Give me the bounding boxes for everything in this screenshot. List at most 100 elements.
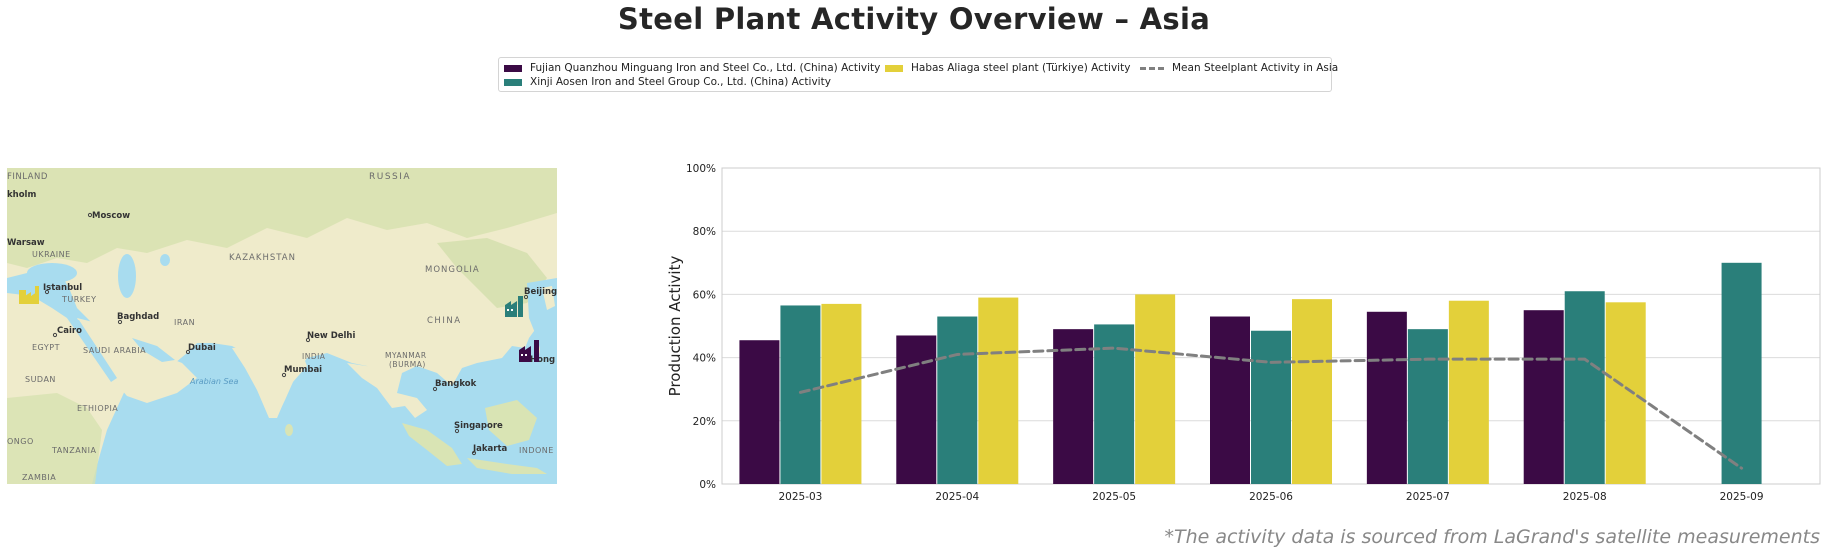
map-city-label: Istanbul xyxy=(43,283,82,293)
x-tick-label: 2025-07 xyxy=(1406,491,1450,503)
map-label: INDIA xyxy=(302,352,326,361)
map-city-label: Dubai xyxy=(188,343,216,353)
bar-2025-05-s1 xyxy=(1094,324,1135,484)
map-label: INDONE xyxy=(519,446,554,455)
map-city-label: Singapore xyxy=(454,421,503,431)
y-tick-label: 80% xyxy=(693,226,716,238)
x-tick-label: 2025-08 xyxy=(1563,491,1607,503)
map-label: FINLAND xyxy=(7,172,48,182)
y-tick-label: 60% xyxy=(693,289,716,301)
map-label: KAZAKHSTAN xyxy=(229,253,296,263)
map-mediterranean xyxy=(7,278,62,300)
legend-swatch-mean xyxy=(1140,66,1164,70)
map-city-dot xyxy=(523,294,529,300)
map-label: SUDAN xyxy=(25,375,56,384)
map-caspian-sea xyxy=(118,254,136,298)
map-landmass-java xyxy=(467,458,547,474)
chart-legend: Fujian Quanzhou Minguang Iron and Steel … xyxy=(498,57,1338,92)
map-city-label: kholm xyxy=(7,190,36,200)
chart-title: Steel Plant Activity Overview – Asia xyxy=(617,2,1211,36)
legend-label-xinji: Xinji Aosen Iron and Steel Group Co., Lt… xyxy=(530,76,831,88)
x-tick-label: 2025-03 xyxy=(778,491,822,503)
map-city-label: Beijing xyxy=(524,287,557,297)
map-forest-patch xyxy=(437,238,547,308)
map-label: RUSSIA xyxy=(369,172,411,182)
bar-2025-03-s1 xyxy=(780,305,821,484)
y-tick-label: 40% xyxy=(693,353,716,365)
map-label: ONGO xyxy=(7,437,34,446)
y-axis-label: Production Activity xyxy=(666,256,684,397)
map-city-label: Mumbai xyxy=(284,365,322,375)
map-city-dot xyxy=(432,386,438,392)
asia-map: FINLAND RUSSIA UKRAINE KAZAKHSTAN MONGOL… xyxy=(7,168,557,484)
map-city-dot xyxy=(305,337,311,343)
map-city-dot xyxy=(454,428,460,434)
bar-2025-04-s0 xyxy=(896,335,937,484)
y-tick-label: 20% xyxy=(693,416,716,428)
bar-2025-08-s0 xyxy=(1523,310,1564,484)
map-label: (BURMA) xyxy=(389,360,426,369)
bar-2025-07-s2 xyxy=(1448,300,1489,484)
map-label: MYANMAR xyxy=(385,351,427,360)
map-label: EGYPT xyxy=(32,343,60,352)
legend-item-habas: Habas Aliaga steel plant (Türkiye) Activ… xyxy=(885,61,1130,75)
footnote: *The activity data is sourced from LaGra… xyxy=(1164,526,1820,548)
map-forest-north xyxy=(7,168,557,268)
legend-swatch-xinji xyxy=(504,78,522,86)
legend-item-xinji: Xinji Aosen Iron and Steel Group Co., Lt… xyxy=(504,75,831,89)
bar-2025-08-s2 xyxy=(1605,302,1646,484)
map-africa-green xyxy=(7,393,102,484)
map-city-label: Jakarta xyxy=(472,444,508,454)
bar-2025-07-s1 xyxy=(1407,329,1448,484)
map-city-dot xyxy=(52,332,58,338)
map-label: MONGOLIA xyxy=(425,265,480,275)
map-label: CHINA xyxy=(427,316,462,326)
x-tick-label: 2025-09 xyxy=(1720,491,1764,503)
map-city-label: New Delhi xyxy=(307,331,355,341)
bar-2025-08-s1 xyxy=(1564,291,1605,484)
y-tick-label: 100% xyxy=(686,163,716,175)
map-city-label: Hong Kong xyxy=(530,355,557,365)
map-landmass-sea xyxy=(347,363,427,418)
map-city-label: Warsaw xyxy=(7,238,45,248)
factory-icon-fujian xyxy=(519,340,539,362)
bar-2025-03-s0 xyxy=(739,340,780,484)
bar-2025-05-s0 xyxy=(1053,329,1094,484)
map-label: IRAN xyxy=(174,318,195,327)
map-label: ETHIOPIA xyxy=(77,404,118,413)
x-tick-label: 2025-04 xyxy=(935,491,979,503)
map-landmass-arabia xyxy=(77,318,197,403)
factory-icon-habas xyxy=(19,286,39,304)
bar-2025-05-s2 xyxy=(1135,294,1176,484)
map-label: ZAMBIA xyxy=(22,473,56,482)
map-korea xyxy=(542,286,555,310)
map-landmass-india xyxy=(232,346,307,418)
map-city-dot xyxy=(117,319,123,325)
map-black-sea xyxy=(27,263,77,283)
map-label: UKRAINE xyxy=(32,250,71,259)
map-persian-gulf xyxy=(132,338,175,362)
map-city-dot xyxy=(87,212,93,218)
map-label: TANZANIA xyxy=(51,446,97,455)
map-city-dot xyxy=(281,372,287,378)
legend-label-habas: Habas Aliaga steel plant (Türkiye) Activ… xyxy=(911,62,1131,74)
map-landmass-borneo xyxy=(485,400,537,446)
bar-2025-04-s1 xyxy=(937,316,978,484)
legend-label-mean: Mean Steelplant Activity in Asia xyxy=(1172,62,1339,74)
y-tick-label: 0% xyxy=(699,479,716,491)
bar-2025-06-s1 xyxy=(1251,330,1291,484)
map-aral-sea xyxy=(160,254,170,266)
map-city-label: Baghdad xyxy=(117,312,159,322)
map-city-label: Moscow xyxy=(92,211,130,221)
bar-2025-07-s0 xyxy=(1366,311,1407,484)
bar-2025-04-s2 xyxy=(978,297,1019,484)
factory-icon-xinji xyxy=(505,296,523,317)
y-axis-ticks: 0% 20% 40% 60% 80% 100% xyxy=(686,163,716,491)
map-label: Arabian Sea xyxy=(189,377,238,386)
map-landmass-sumatra xyxy=(402,423,462,466)
chart-bars xyxy=(739,262,1762,484)
map-city-dot xyxy=(185,349,191,355)
x-tick-label: 2025-06 xyxy=(1249,491,1293,503)
chart-mean-line xyxy=(798,346,1744,470)
bar-2025-09-s1 xyxy=(1721,262,1762,484)
